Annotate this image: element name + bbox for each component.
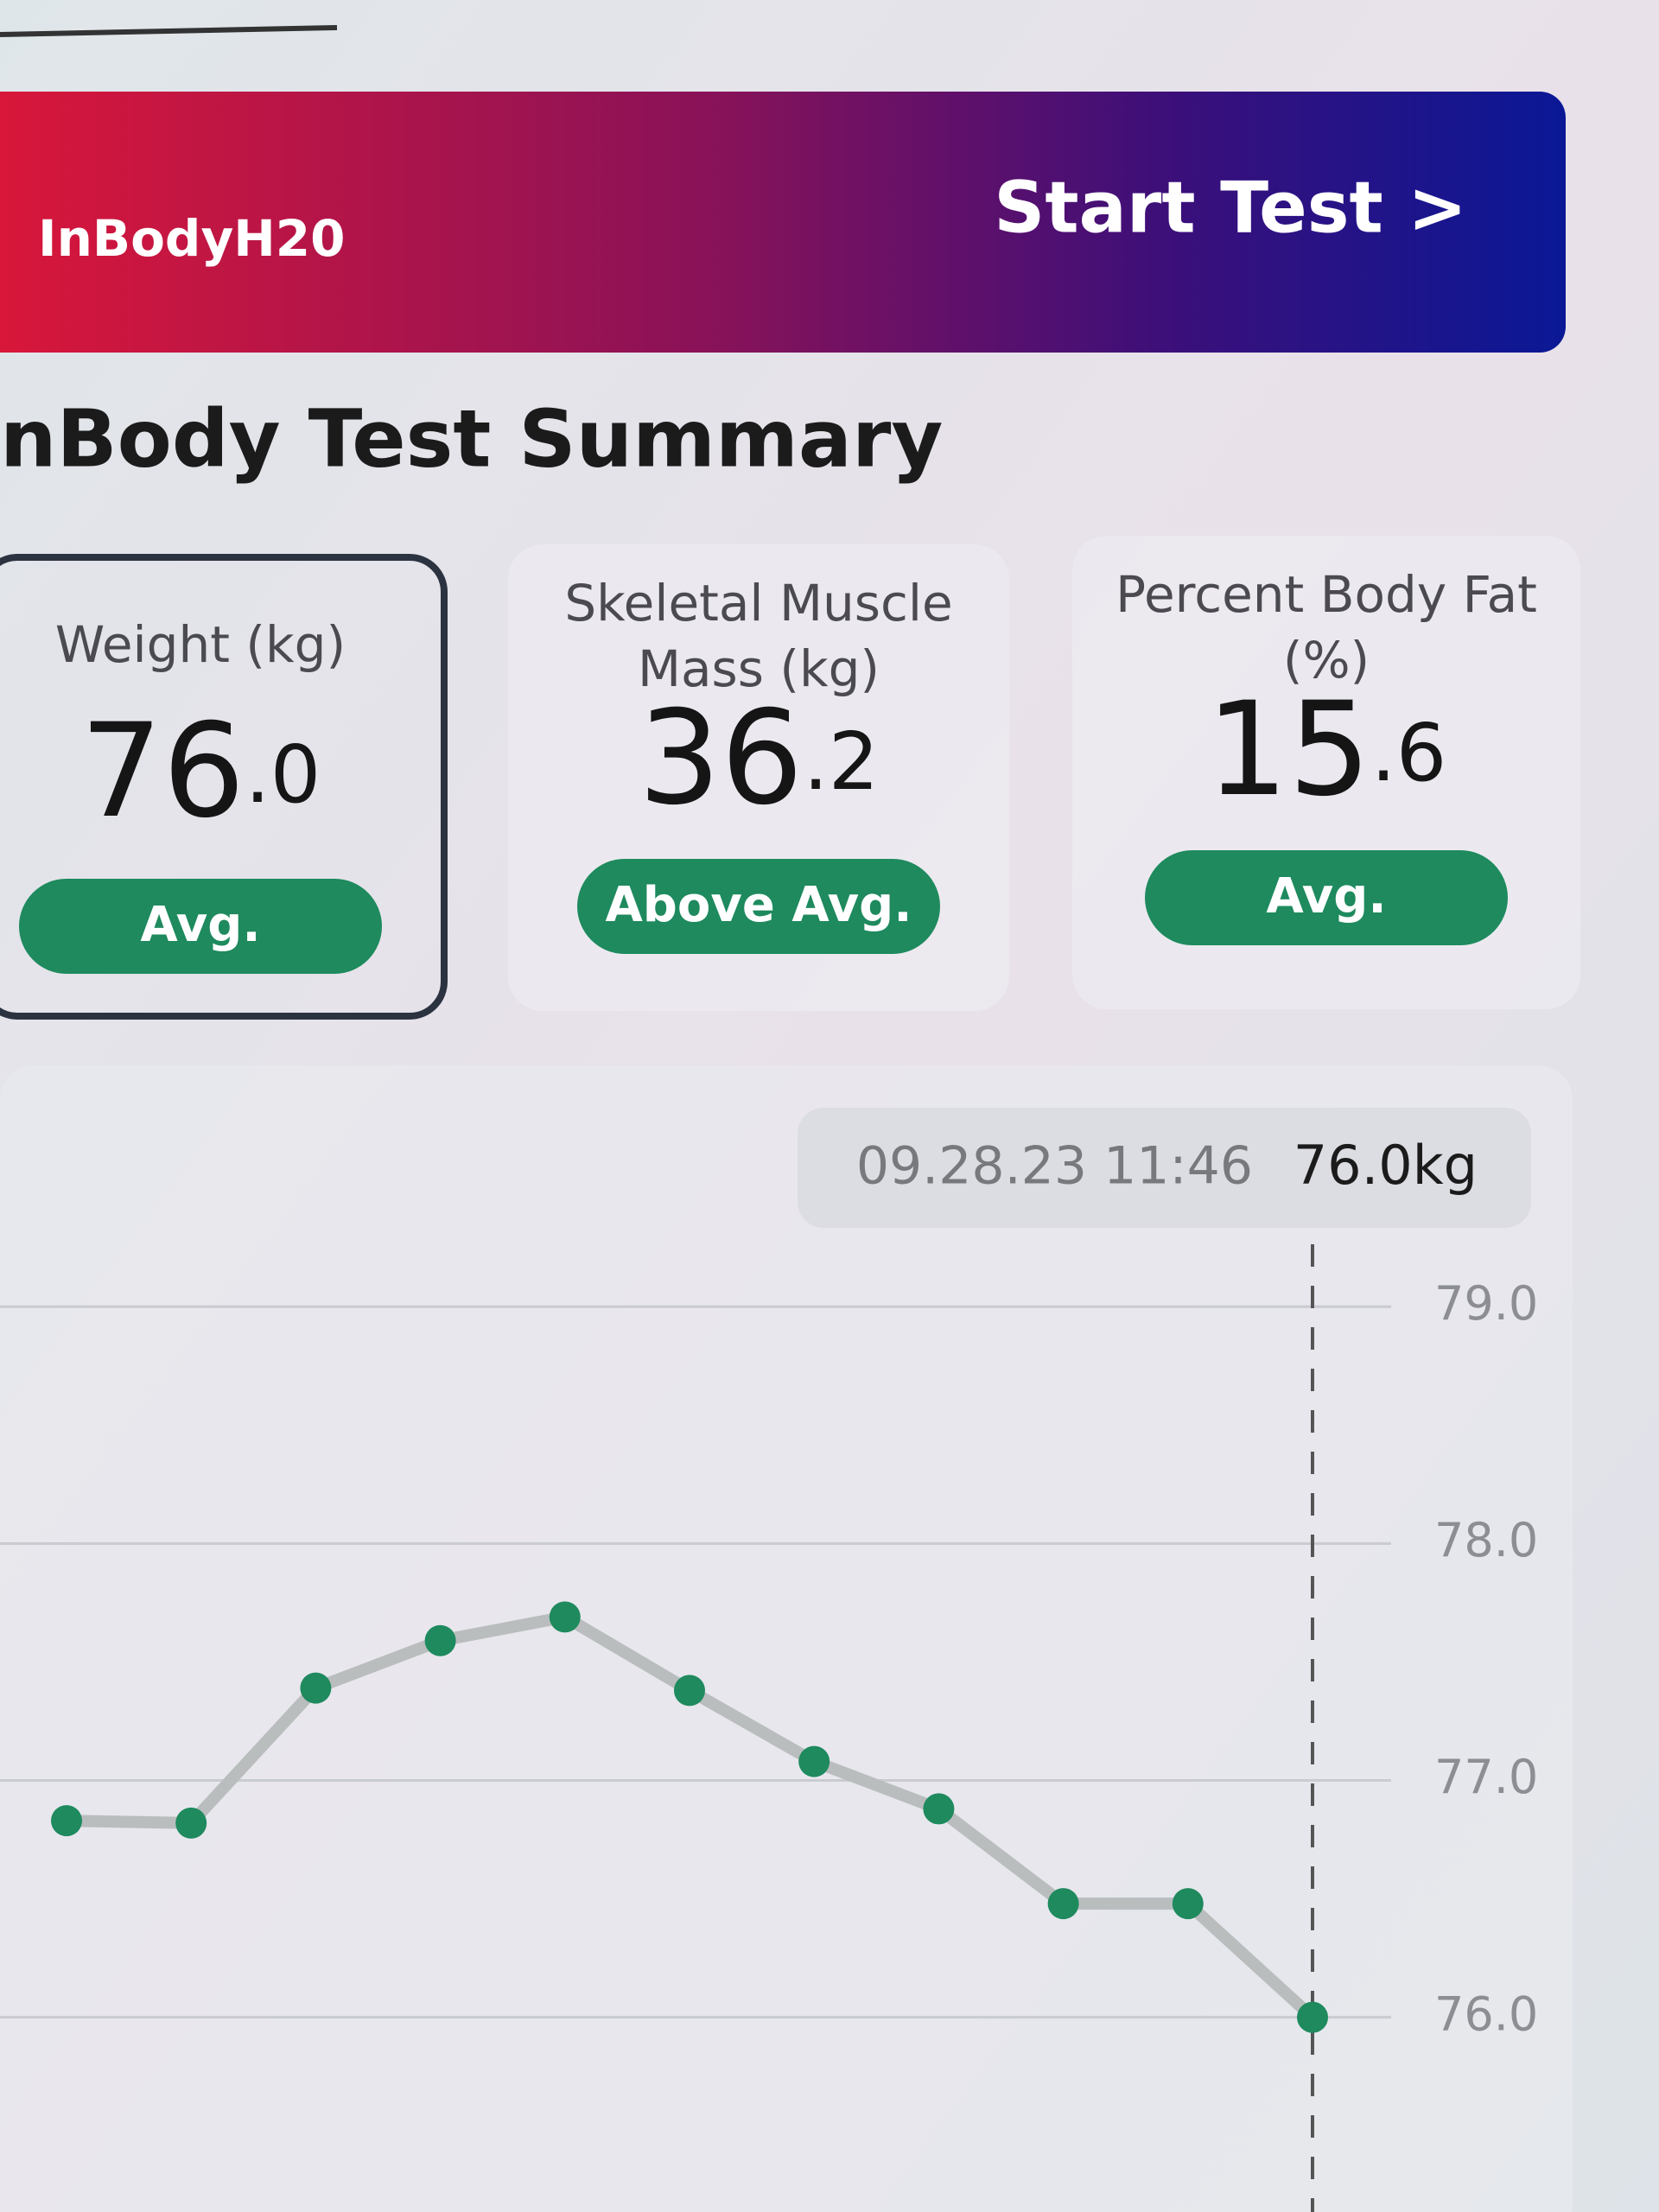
point	[1297, 2001, 1328, 2033]
card-label: Weight (kg)	[55, 615, 346, 674]
section-title: nBody Test Summary	[0, 392, 943, 485]
status-pill	[19, 879, 382, 974]
value-dec: .2	[804, 715, 880, 808]
value-dec: .0	[245, 728, 321, 821]
y-tick-label: 76.0	[1434, 1986, 1538, 2041]
y-tick-label: 78.0	[1434, 1513, 1538, 1567]
card[interactable]	[0, 554, 448, 1020]
tooltip-value: 76.0kg	[1294, 1134, 1478, 1197]
value-int: 15	[1206, 675, 1371, 825]
point	[300, 1672, 332, 1704]
card-value: 15.6	[1206, 675, 1447, 825]
point	[798, 1745, 830, 1777]
point	[1172, 1888, 1204, 1920]
y-tick-label: 79.0	[1434, 1276, 1538, 1331]
value-dec: .6	[1371, 707, 1447, 799]
status-label: Avg.	[1266, 868, 1386, 925]
value-int: 76	[80, 696, 245, 847]
card-label: Skeletal Muscle	[564, 574, 952, 632]
point	[923, 1793, 955, 1825]
point	[549, 1601, 581, 1633]
tooltip-date: 09.28.23 11:46	[856, 1136, 1253, 1197]
y-tick-label: 77.0	[1434, 1750, 1538, 1804]
status-line	[0, 25, 338, 37]
point	[424, 1624, 456, 1656]
point	[674, 1675, 705, 1707]
brand: InBodyH20	[38, 209, 346, 268]
status-pill	[1145, 850, 1508, 945]
card-value: 76.0	[80, 696, 321, 847]
tooltip	[798, 1108, 1531, 1228]
status-label: Above Avg.	[605, 877, 912, 933]
point	[175, 1807, 207, 1839]
status-pill	[577, 859, 940, 954]
point	[51, 1805, 82, 1837]
card-label: Mass (kg)	[638, 639, 880, 698]
card-label: Percent Body Fat	[1116, 565, 1537, 624]
start-test[interactable]: Start Test >	[994, 167, 1467, 249]
status-label: Avg.	[140, 897, 260, 953]
point	[1047, 1888, 1079, 1920]
value-int: 36	[639, 683, 804, 834]
banner[interactable]	[0, 92, 1566, 353]
chart-panel	[0, 1065, 1573, 2212]
card-label: (%)	[1283, 631, 1370, 690]
card-value: 36.2	[639, 683, 880, 834]
